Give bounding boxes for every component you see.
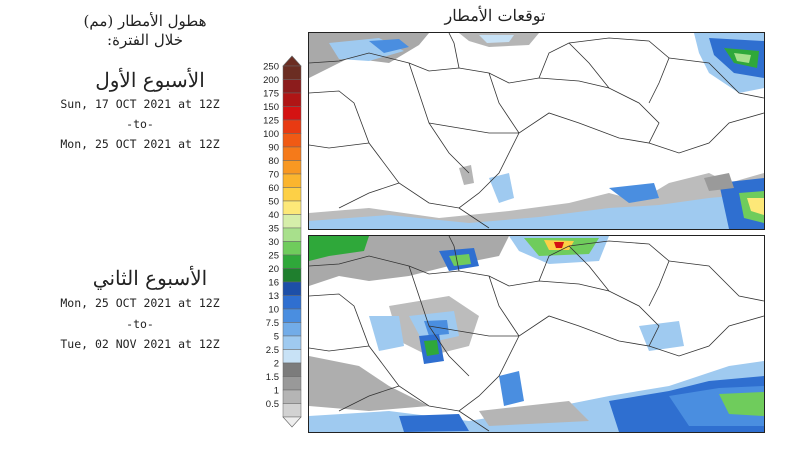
legend-tick-label: 25 bbox=[268, 251, 279, 262]
legend-title-line2: خلال الفترة: bbox=[107, 31, 183, 49]
legend-swatch bbox=[282, 119, 302, 134]
legend-swatch bbox=[282, 254, 302, 269]
legend-tick-label: 16 bbox=[268, 278, 279, 289]
legend-swatch bbox=[282, 268, 302, 283]
legend-tick-label: 7.5 bbox=[266, 318, 279, 329]
legend-tick-label: 150 bbox=[263, 102, 279, 113]
legend-tick-label: 60 bbox=[268, 183, 279, 194]
legend-tick-label: 250 bbox=[263, 62, 279, 73]
week2-map bbox=[308, 235, 765, 433]
legend-swatch bbox=[282, 322, 302, 337]
legend-tick-label: 10 bbox=[268, 305, 279, 316]
legend-tick-label: 30 bbox=[268, 237, 279, 248]
map-title: توقعات الأمطار bbox=[444, 6, 546, 25]
legend-swatch bbox=[282, 173, 302, 188]
legend-swatch bbox=[282, 133, 302, 148]
week1-borders bbox=[309, 33, 764, 229]
legend-swatch bbox=[282, 92, 302, 107]
legend-tick-label: 2.5 bbox=[266, 345, 279, 356]
legend-tick-label: 5 bbox=[274, 332, 279, 343]
legend-tick-label: 20 bbox=[268, 264, 279, 275]
legend-tick-label: 40 bbox=[268, 210, 279, 221]
legend-swatch bbox=[282, 335, 302, 350]
legend-swatch bbox=[282, 362, 302, 377]
week1-map bbox=[308, 32, 765, 230]
week1-heading: الأسبوع الأول bbox=[95, 68, 205, 92]
legend-swatch bbox=[282, 187, 302, 202]
legend-tick-label: 100 bbox=[263, 129, 279, 140]
week1-precip bbox=[309, 33, 764, 229]
legend-tick-label: 1.5 bbox=[266, 372, 279, 383]
week1-from: Sun, 17 OCT 2021 at 12Z bbox=[60, 97, 220, 111]
legend-swatch bbox=[282, 214, 302, 229]
legend-swatch bbox=[282, 295, 302, 310]
legend-tick-label: 200 bbox=[263, 75, 279, 86]
legend-swatch bbox=[282, 308, 302, 323]
week2-sep: -to- bbox=[126, 317, 154, 331]
legend-tick-label: 80 bbox=[268, 156, 279, 167]
legend-tick-label: 13 bbox=[268, 291, 279, 302]
week2-borders bbox=[309, 236, 764, 432]
legend-swatch bbox=[282, 403, 302, 418]
legend-tick-label: 70 bbox=[268, 170, 279, 181]
legend-swatch bbox=[282, 200, 302, 215]
legend-swatch bbox=[282, 349, 302, 364]
week1-sep: -to- bbox=[126, 117, 154, 131]
legend-bottom-arrow bbox=[282, 416, 302, 428]
legend-tick-label: 50 bbox=[268, 197, 279, 208]
legend-swatch bbox=[282, 281, 302, 296]
legend-tick-label: 0.5 bbox=[266, 399, 279, 410]
legend-top-arrow bbox=[282, 55, 302, 67]
legend-swatch bbox=[282, 376, 302, 391]
week2-to: Tue, 02 NOV 2021 at 12Z bbox=[60, 337, 220, 351]
legend-tick-label: 35 bbox=[268, 224, 279, 235]
legend-swatch bbox=[282, 389, 302, 404]
legend-title: هطول الأمطار (مم) خلال الفترة: bbox=[40, 12, 250, 50]
legend-swatch bbox=[282, 160, 302, 175]
legend-swatch bbox=[282, 65, 302, 80]
legend-tick-label: 1 bbox=[274, 386, 279, 397]
week1-to: Mon, 25 OCT 2021 at 12Z bbox=[60, 137, 220, 151]
legend-tick-label: 2 bbox=[274, 359, 279, 370]
legend-title-line1: هطول الأمطار (مم) bbox=[83, 12, 207, 30]
week2-from: Mon, 25 OCT 2021 at 12Z bbox=[60, 296, 220, 310]
legend-tick-label: 125 bbox=[263, 116, 279, 127]
legend-swatch bbox=[282, 106, 302, 121]
legend-swatch bbox=[282, 227, 302, 242]
legend-swatch bbox=[282, 79, 302, 94]
legend-tick-label: 175 bbox=[263, 89, 279, 100]
legend-swatch bbox=[282, 241, 302, 256]
legend-swatch bbox=[282, 146, 302, 161]
legend-tick-label: 90 bbox=[268, 143, 279, 154]
week2-precip bbox=[309, 236, 764, 432]
week2-heading: الأسبوع الثاني bbox=[92, 266, 208, 290]
